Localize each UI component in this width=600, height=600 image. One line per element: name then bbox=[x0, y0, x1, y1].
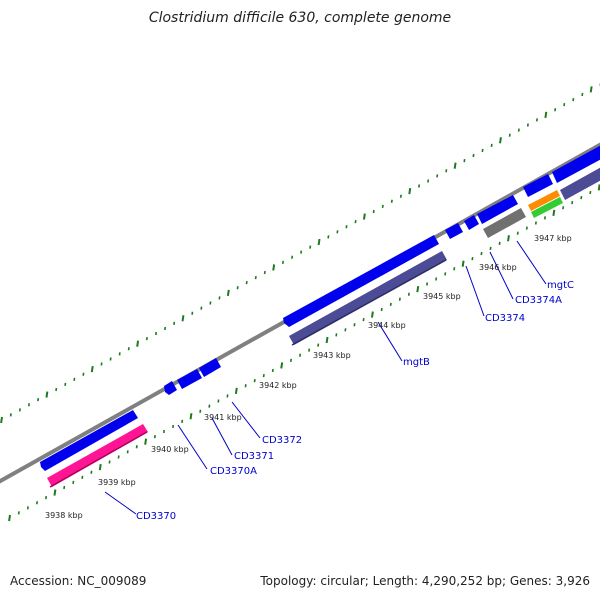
outer-tick bbox=[362, 213, 366, 220]
gene-arrow-small-1[interactable] bbox=[164, 381, 177, 395]
gene-bar-orange[interactable] bbox=[528, 190, 560, 211]
gene-arrow-mgtb-forward[interactable] bbox=[283, 235, 439, 327]
gene-arrow-small-2[interactable] bbox=[177, 369, 202, 389]
gene-label-cd3372[interactable]: CD3372 bbox=[262, 435, 302, 446]
gene-label-cd3370[interactable]: CD3370 bbox=[136, 511, 176, 522]
gene-label-mgtb[interactable]: mgtB bbox=[403, 357, 430, 368]
kbp-label-3940: 3940 kbp bbox=[151, 445, 189, 454]
gene-bar-mgtb[interactable] bbox=[289, 251, 447, 345]
inner-tick bbox=[280, 362, 284, 369]
inner-tick bbox=[98, 463, 102, 471]
outer-tick bbox=[453, 162, 457, 169]
inner-tick bbox=[597, 184, 600, 191]
gene-bar-cd3370[interactable] bbox=[47, 424, 148, 487]
outer-tick bbox=[136, 340, 140, 347]
gene-label-cd3374a[interactable]: CD3374A bbox=[515, 295, 562, 306]
kbp-label-3939: 3939 kbp bbox=[98, 478, 136, 487]
outer-tick bbox=[272, 264, 276, 271]
gene-bar-mgtb-shade bbox=[291, 259, 447, 346]
inner-tick bbox=[461, 260, 465, 267]
outer-tick bbox=[317, 238, 321, 246]
gene-label-cd3371[interactable]: CD3371 bbox=[234, 451, 274, 462]
kbp-label-3938: 3938 kbp bbox=[45, 511, 83, 520]
gene-label-cd3370a[interactable]: CD3370A bbox=[210, 466, 257, 477]
genome-summary-text: Topology: circular; Length: 4,290,252 bp… bbox=[260, 574, 590, 588]
gene-arrow-mgtc-forward[interactable] bbox=[523, 174, 553, 197]
kbp-label-3944: 3944 kbp bbox=[368, 321, 406, 330]
outer-tick bbox=[90, 365, 94, 373]
inner-tick bbox=[234, 387, 238, 394]
inner-tick bbox=[507, 235, 510, 242]
outer-tick bbox=[226, 289, 230, 296]
forward-strand-genes bbox=[40, 143, 600, 471]
gene-bar-cd3374[interactable] bbox=[483, 208, 526, 238]
kbp-label-3943: 3943 kbp bbox=[313, 351, 351, 360]
outer-tick bbox=[181, 315, 185, 322]
reverse-strand-genes bbox=[47, 165, 600, 488]
gene-arrow-small-5[interactable] bbox=[464, 215, 479, 230]
gene-bar-cd3370-shade bbox=[49, 431, 148, 488]
outer-tick-ring bbox=[0, 82, 600, 424]
label-leader-lines bbox=[104, 240, 547, 515]
gene-arrow-small-3[interactable] bbox=[199, 358, 221, 377]
inner-tick bbox=[325, 336, 329, 344]
inner-tick bbox=[53, 489, 57, 496]
gene-arrow-small-4[interactable] bbox=[445, 223, 463, 239]
inner-tick bbox=[189, 413, 193, 420]
outer-tick bbox=[544, 111, 548, 118]
accession-text: Accession: NC_009089 bbox=[10, 574, 147, 588]
kbp-label-3947: 3947 kbp bbox=[534, 234, 572, 243]
gene-label-mgtc[interactable]: mgtC bbox=[547, 280, 574, 291]
inner-tick bbox=[8, 514, 11, 522]
outer-tick bbox=[45, 391, 49, 398]
inner-tick-ring bbox=[8, 184, 600, 522]
inner-tick bbox=[144, 438, 148, 445]
inner-tick bbox=[370, 311, 374, 318]
gene-arrow-cd3374-forward[interactable] bbox=[477, 195, 518, 224]
gene-bar-right-edge[interactable] bbox=[560, 165, 600, 200]
outer-tick bbox=[589, 86, 593, 93]
kbp-label-3941: 3941 kbp bbox=[204, 413, 242, 422]
kbp-label-3945: 3945 kbp bbox=[423, 292, 461, 301]
gene-label-cd3374[interactable]: CD3374 bbox=[485, 313, 525, 324]
inner-tick bbox=[416, 285, 420, 293]
outer-tick bbox=[0, 416, 3, 424]
inner-tick bbox=[552, 209, 556, 216]
kbp-label-3946: 3946 kbp bbox=[479, 263, 517, 272]
gene-arrow-right-edge[interactable] bbox=[552, 143, 600, 183]
gene-bar-green[interactable] bbox=[531, 197, 563, 218]
kbp-label-3942: 3942 kbp bbox=[259, 381, 297, 390]
gene-arrow-cd3370-region[interactable] bbox=[40, 410, 138, 471]
map-title: Clostridium difficile 630, complete geno… bbox=[148, 10, 452, 26]
outer-tick bbox=[408, 187, 412, 195]
outer-tick bbox=[499, 137, 502, 144]
